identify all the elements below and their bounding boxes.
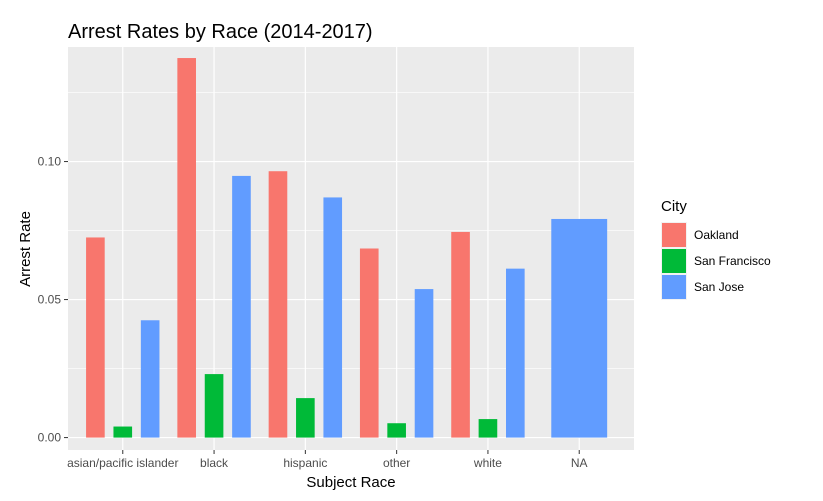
gridlines <box>68 47 634 450</box>
bar-oakland <box>359 248 379 438</box>
bar-san-francisco <box>204 374 224 438</box>
plot-panel <box>68 47 634 450</box>
x-tick-label: black <box>200 456 229 470</box>
legend-label: San Jose <box>694 280 744 294</box>
bar-san-jose <box>551 218 608 438</box>
bar-oakland <box>451 231 470 438</box>
bar-san-francisco <box>478 419 498 438</box>
bar-san-francisco <box>387 423 406 438</box>
y-tick-label: 0.10 <box>38 155 62 169</box>
y-axis: 0.00 0.05 0.10 <box>38 155 68 445</box>
x-axis: asian/pacific islander black hispanic other… <box>67 450 588 470</box>
y-tick-label: 0.05 <box>38 293 62 307</box>
legend-label: Oakland <box>694 228 739 242</box>
x-tick-label: NA <box>571 456 588 470</box>
bar-oakland <box>268 171 288 438</box>
x-axis-title: Subject Race <box>306 474 395 491</box>
legend-key-san-francisco <box>662 249 686 273</box>
legend-title: City <box>661 198 687 215</box>
legend: City Oakland San Francisco San Jose <box>661 198 771 300</box>
bar-san-jose <box>140 320 160 438</box>
bar-san-jose <box>414 289 434 438</box>
legend-label: San Francisco <box>694 254 771 268</box>
x-tick-label: hispanic <box>283 456 327 470</box>
bar-san-francisco <box>113 426 133 438</box>
x-tick-label: white <box>473 456 502 470</box>
legend-key-oakland <box>662 223 686 247</box>
x-tick-label: other <box>383 456 410 470</box>
chart-title: Arrest Rates by Race (2014-2017) <box>68 21 373 43</box>
bars <box>86 58 608 438</box>
y-tick-label: 0.00 <box>38 431 62 445</box>
bar-san-jose <box>232 175 251 438</box>
bar-san-jose <box>323 197 343 438</box>
bar-san-francisco <box>296 398 315 438</box>
x-tick-label: asian/pacific islander <box>67 456 178 470</box>
bar-san-jose <box>506 268 525 438</box>
legend-key-san-jose <box>662 275 686 299</box>
y-axis-title: Arrest Rate <box>17 211 34 287</box>
bar-oakland <box>86 237 105 438</box>
bar-oakland <box>177 58 196 438</box>
